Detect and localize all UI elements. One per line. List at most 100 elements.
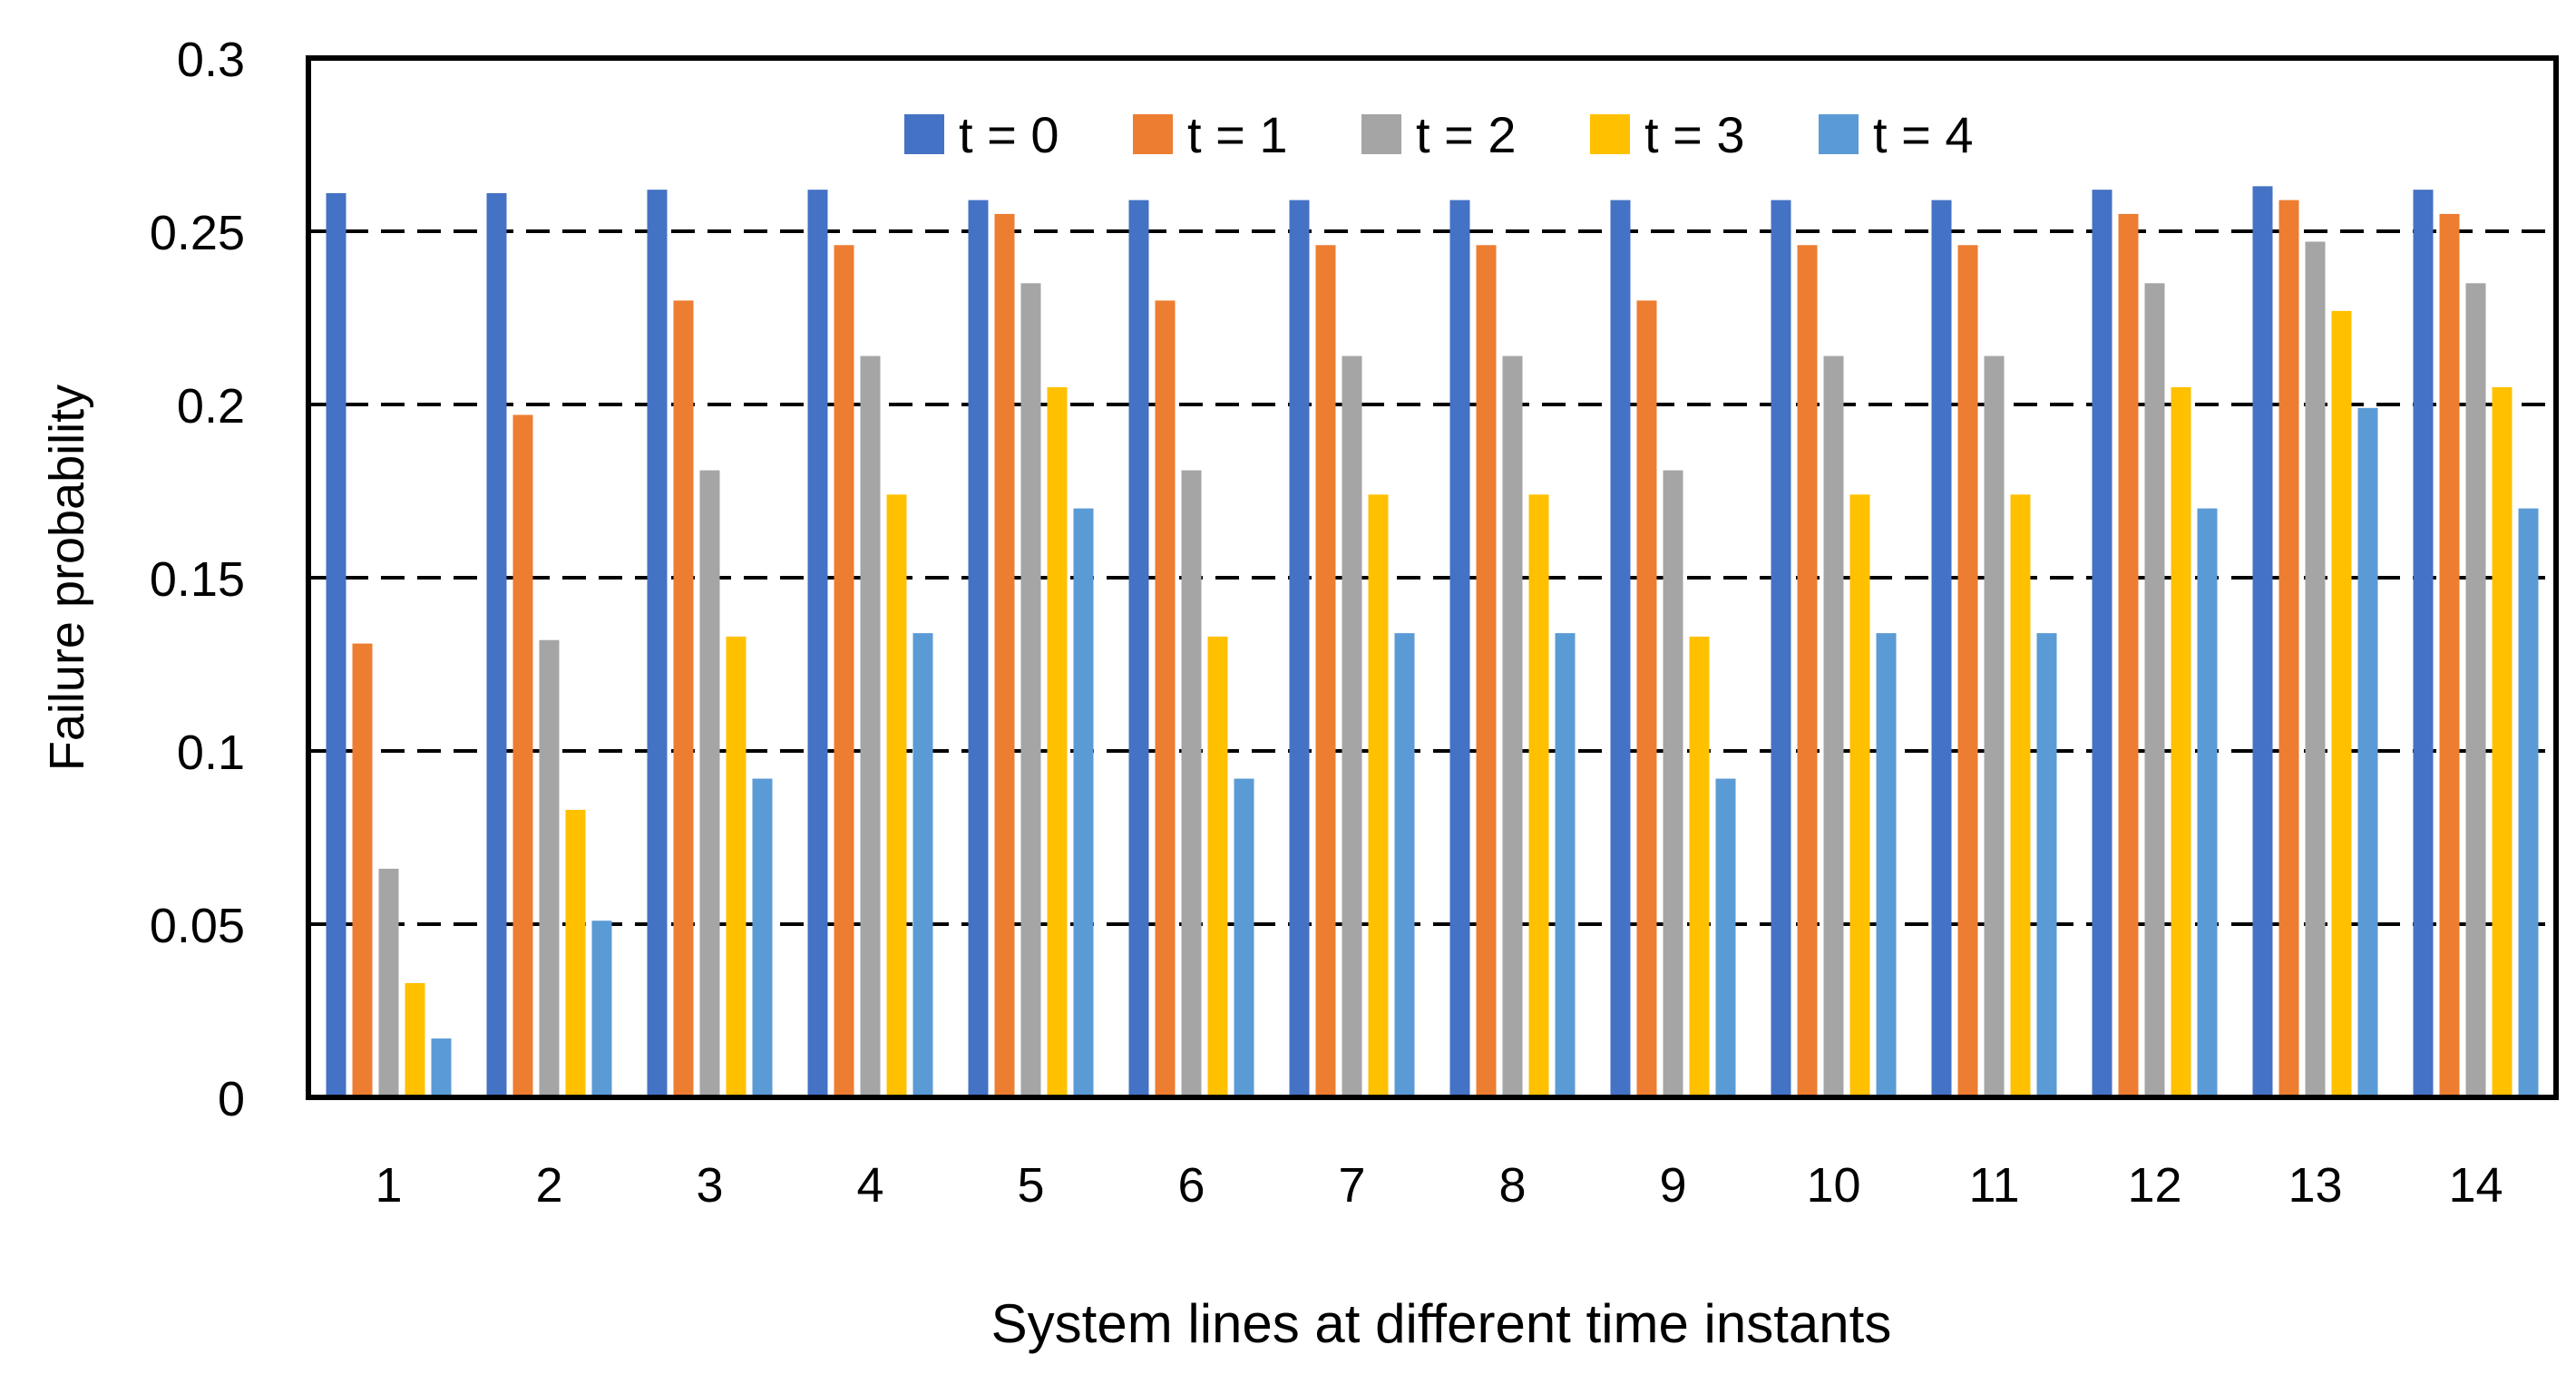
bar-10-series-3 [1849,494,1870,1097]
x-axis-ticks: 1 2 3 4 5 6 7 8 9 10 11 12 13 14 [375,1158,2503,1213]
bar-9-series-0 [1610,200,1631,1097]
bar-3-series-2 [699,470,720,1097]
y-tick-label: 0.2 [177,379,245,434]
bar-6-series-0 [1128,200,1149,1097]
bar-3-series-0 [647,190,668,1097]
y-tick-label: 0.3 [177,33,245,87]
bar-9-series-4 [1715,778,1736,1097]
y-tick-label: 0.05 [150,899,245,953]
bar-1-series-0 [326,192,346,1098]
x-tick-label: 3 [696,1158,723,1213]
x-tick-label: 4 [856,1158,883,1213]
bar-1-series-2 [378,868,399,1097]
bar-6-series-3 [1207,636,1228,1097]
bar-4-series-3 [886,494,907,1097]
bar-2-series-4 [591,921,612,1097]
bar-9-series-3 [1689,636,1710,1097]
plot-frame [306,55,2559,1100]
bar-11-series-3 [2010,494,2031,1097]
legend-swatch [1361,114,1401,154]
gridlines [308,229,2556,926]
bar-13-series-4 [2357,407,2378,1097]
bar-1-series-1 [352,643,373,1097]
x-tick-label: 12 [2127,1158,2181,1213]
bar-5-series-2 [1020,283,1041,1097]
x-tick-label: 5 [1017,1158,1044,1213]
x-tick-label: 9 [1659,1158,1686,1213]
bar-8-series-4 [1555,633,1576,1097]
y-tick-label: 0.25 [150,206,245,260]
x-tick-label: 14 [2448,1158,2503,1213]
y-axis-ticks: 0 0.05 0.1 0.15 0.2 0.25 0.3 [150,33,245,1126]
bar-8-series-1 [1476,245,1497,1097]
bar-10-series-0 [1771,200,1791,1097]
legend-swatch [1590,114,1630,154]
bar-7-series-4 [1394,633,1415,1097]
bar-3-series-4 [752,778,773,1097]
bar-14-series-4 [2518,508,2539,1097]
x-tick-label: 13 [2288,1158,2342,1213]
bar-8-series-2 [1502,356,1523,1097]
bar-12-series-3 [2171,386,2191,1097]
bar-5-series-0 [968,200,989,1097]
bar-6-series-4 [1234,778,1254,1097]
legend-label: t = 0 [959,106,1059,163]
x-tick-label: 7 [1338,1158,1365,1213]
y-tick-label: 0.15 [150,552,245,607]
bar-13-series-3 [2331,310,2352,1097]
x-tick-label: 6 [1177,1158,1205,1213]
bar-2-series-0 [486,192,507,1098]
bar-11-series-0 [1931,200,1952,1097]
bar-13-series-1 [2278,200,2299,1097]
bar-14-series-1 [2439,213,2460,1097]
bar-8-series-0 [1449,200,1470,1097]
legend-swatch [1133,114,1173,154]
x-tick-label: 2 [535,1158,562,1213]
bar-10-series-1 [1797,245,1818,1097]
bar-12-series-2 [2144,283,2165,1097]
bar-14-series-3 [2492,386,2513,1097]
bar-2-series-1 [512,414,533,1098]
bar-10-series-4 [1876,633,1897,1097]
y-tick-label: 0 [218,1072,245,1126]
bar-5-series-4 [1073,508,1094,1097]
bar-2-series-2 [539,639,560,1097]
legend-swatch [1819,114,1859,154]
bar-1-series-3 [405,982,425,1097]
legend-label: t = 1 [1187,106,1288,163]
x-tick-label: 11 [1968,1158,2019,1213]
bar-5-series-3 [1047,386,1068,1097]
legend-label: t = 2 [1416,106,1517,163]
bar-14-series-2 [2465,283,2486,1097]
bars [326,186,2539,1098]
x-axis-label: System lines at different time instants [991,1293,1892,1354]
bar-6-series-2 [1181,470,1202,1097]
y-axis-label: Failure probability [40,385,94,771]
bar-4-series-0 [807,190,828,1097]
legend-label: t = 3 [1644,106,1745,163]
bar-9-series-1 [1636,300,1657,1097]
legend-swatch [904,114,944,154]
bar-4-series-1 [834,245,854,1097]
x-tick-label: 8 [1498,1158,1526,1213]
legend: t = 0 t = 1 t = 2 t = 3 t = 4 [904,106,1974,163]
bar-7-series-3 [1368,494,1389,1097]
bar-11-series-4 [2036,633,2057,1097]
bar-3-series-3 [726,636,746,1097]
bar-12-series-4 [2197,508,2218,1097]
bar-3-series-1 [673,300,694,1097]
y-tick-label: 0.1 [177,726,245,780]
bar-6-series-1 [1155,300,1176,1097]
bar-5-series-1 [994,213,1015,1097]
bar-12-series-1 [2118,213,2139,1097]
bar-4-series-2 [860,356,881,1097]
bar-2-series-3 [565,809,586,1097]
x-tick-label: 1 [375,1158,402,1213]
bar-13-series-0 [2252,186,2273,1098]
bar-7-series-2 [1342,356,1362,1097]
x-tick-label: 10 [1806,1158,1860,1213]
bar-4-series-4 [912,633,933,1097]
bar-13-series-2 [2305,241,2326,1098]
legend-label: t = 4 [1873,106,1974,163]
